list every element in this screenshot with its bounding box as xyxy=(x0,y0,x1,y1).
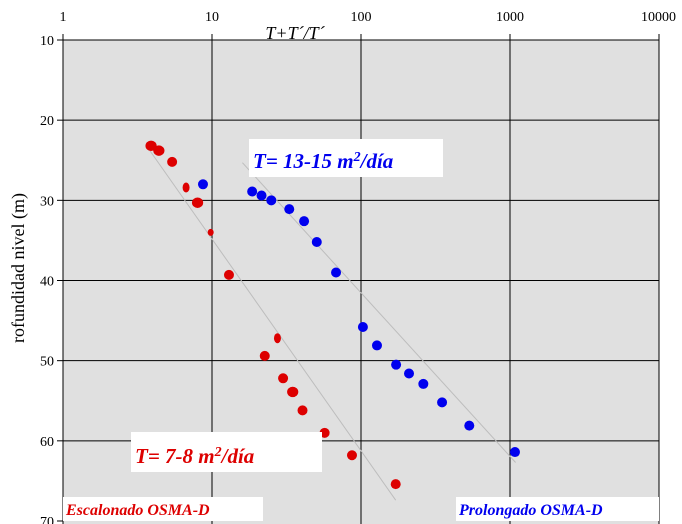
y-tick-label: 60 xyxy=(40,435,54,450)
data-point xyxy=(437,397,448,408)
y-tick-label: 30 xyxy=(40,194,54,209)
data-point xyxy=(464,420,475,431)
data-point xyxy=(284,204,295,215)
legend-escalonado: Escalonado OSMA-D xyxy=(63,497,263,521)
annotation-escalonado: T= 7-8 m2/día xyxy=(131,432,322,472)
data-point xyxy=(247,186,258,197)
x-tick-label: 1 xyxy=(60,10,67,25)
data-point xyxy=(223,269,234,280)
data-point xyxy=(297,405,308,416)
data-point xyxy=(256,190,267,201)
data-point xyxy=(266,195,277,206)
data-point xyxy=(273,333,281,344)
y-tick-label: 70 xyxy=(40,515,54,524)
annotation-prolongado: T= 13-15 m2/día xyxy=(249,139,443,177)
annotation-prolongado-text: T= 13-15 m2/día xyxy=(253,149,393,173)
data-point xyxy=(418,378,429,389)
data-point xyxy=(207,228,214,236)
legend-prolongado-text: Prolongado OSMA-D xyxy=(458,502,603,519)
data-point xyxy=(287,386,299,398)
legend-prolongado: Prolongado OSMA-D xyxy=(456,497,659,521)
data-point xyxy=(259,350,270,361)
x-tick-label: 100 xyxy=(351,10,372,25)
data-point xyxy=(391,359,402,370)
data-point xyxy=(404,368,415,379)
data-point xyxy=(319,427,330,438)
data-point xyxy=(346,450,357,461)
data-point xyxy=(167,156,178,167)
annotation-escalonado-text: T= 7-8 m2/día xyxy=(135,444,254,468)
x-tick-label: 10 xyxy=(205,10,219,25)
data-point xyxy=(509,447,520,458)
data-point xyxy=(331,267,342,278)
data-point xyxy=(182,182,190,193)
legend-prolongado-box xyxy=(456,497,659,521)
data-point xyxy=(299,216,310,227)
y-tick-label: 40 xyxy=(40,275,54,290)
data-point xyxy=(390,479,401,490)
legend-escalonado-text: Escalonado OSMA-D xyxy=(65,502,210,519)
y-axis-title: rofundidad nivel (m) xyxy=(8,193,29,343)
trend-line xyxy=(145,144,397,501)
data-point xyxy=(153,145,165,156)
data-point xyxy=(191,197,204,208)
y-tick-label: 10 xyxy=(40,34,54,49)
data-point xyxy=(197,179,208,190)
data-point xyxy=(278,373,289,384)
x-axis-title: T+T´/T´ xyxy=(265,23,325,43)
annotation-escalonado-box xyxy=(131,432,322,472)
data-point xyxy=(371,340,382,351)
data-point xyxy=(311,237,322,248)
x-tick-label: 10000 xyxy=(641,10,676,25)
x-tick-label: 1000 xyxy=(496,10,524,25)
annotation-prolongado-box xyxy=(249,139,443,177)
legend-escalonado-box xyxy=(63,497,263,521)
y-tick-label: 20 xyxy=(40,114,54,129)
data-point xyxy=(357,321,368,332)
y-tick-label: 50 xyxy=(40,355,54,370)
